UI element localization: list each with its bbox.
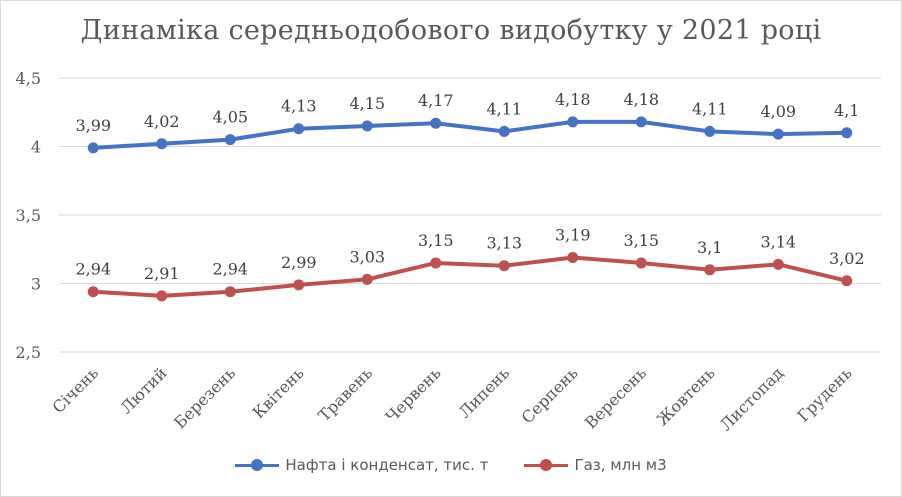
x-tick-label: Січень	[48, 363, 102, 417]
data-label: 3,19	[555, 225, 591, 244]
data-label: 2,91	[144, 264, 180, 283]
data-label: 4,13	[281, 97, 317, 116]
data-point	[293, 279, 305, 291]
data-label: 4,18	[623, 90, 659, 109]
data-point	[156, 138, 168, 150]
data-point	[224, 286, 236, 298]
x-tick-label: Березень	[170, 363, 239, 432]
data-label: 3,99	[75, 116, 111, 135]
series-line	[91, 255, 849, 298]
chart-title: Динаміка середньодобового видобутку у 20…	[80, 15, 822, 46]
data-point	[704, 125, 716, 137]
legend-label-oil: Нафта і конденсат, тис. т	[285, 456, 489, 474]
data-label: 4,1	[834, 101, 859, 120]
x-tick-label: Квітень	[249, 363, 308, 422]
legend-marker-oil	[235, 458, 280, 472]
data-point	[772, 258, 784, 270]
data-point	[293, 123, 305, 135]
data-label: 4,02	[144, 112, 180, 131]
y-tick-label: 3	[31, 275, 41, 294]
series-line	[91, 119, 849, 150]
x-tick-label: Червень	[382, 363, 445, 426]
data-point	[430, 257, 442, 269]
data-label: 4,05	[212, 108, 248, 127]
legend-label-gas: Газ, млн м3	[574, 456, 667, 474]
x-tick-label: Липень	[455, 363, 514, 422]
x-tick-label: Листопад	[716, 363, 787, 434]
legend-item-gas: Газ, млн м3	[524, 456, 667, 474]
data-label: 4,09	[760, 102, 796, 121]
data-point	[156, 290, 168, 302]
y-tick-label: 4,5	[16, 69, 41, 88]
y-tick-label: 2,5	[16, 343, 41, 362]
data-point	[841, 275, 853, 287]
data-label: 4,18	[555, 90, 591, 109]
x-tick-label: Лютий	[117, 363, 171, 417]
data-point	[361, 120, 373, 132]
data-point	[224, 134, 236, 146]
data-label: 3,13	[486, 234, 522, 253]
data-point	[498, 125, 510, 137]
data-point	[430, 117, 442, 129]
x-tick-label: Грудень	[793, 363, 855, 425]
x-tick-label: Травень	[314, 363, 376, 425]
data-point	[87, 142, 99, 154]
x-tick-label: Серпень	[518, 363, 582, 427]
data-point	[87, 286, 99, 298]
data-label: 4,11	[692, 99, 728, 118]
y-tick-label: 3,5	[16, 206, 41, 225]
data-point	[704, 264, 716, 276]
legend-item-oil: Нафта і конденсат, тис. т	[235, 456, 488, 474]
data-point	[567, 116, 579, 128]
data-label: 3,02	[829, 249, 865, 268]
data-point	[841, 127, 853, 139]
x-tick-label: Вересень	[581, 363, 650, 432]
data-point	[635, 116, 647, 128]
data-label: 2,94	[75, 260, 111, 279]
data-label: 3,15	[623, 231, 659, 250]
data-point	[772, 128, 784, 140]
data-label: 3,15	[418, 231, 454, 250]
data-label: 2,99	[281, 253, 317, 272]
legend-marker-gas	[524, 458, 569, 472]
data-point	[498, 260, 510, 272]
data-label: 4,15	[349, 94, 385, 113]
data-label: 2,94	[212, 260, 248, 279]
data-label: 4,17	[418, 91, 454, 110]
y-tick-label: 4	[31, 138, 41, 157]
data-label: 4,11	[486, 99, 522, 118]
legend: Нафта і конденсат, тис. т Газ, млн м3	[1, 456, 901, 474]
data-label: 3,14	[760, 232, 796, 251]
x-tick-label: Жовтень	[653, 363, 719, 429]
data-point	[361, 273, 373, 285]
data-label: 3,03	[349, 247, 385, 266]
data-point	[635, 257, 647, 269]
data-point	[567, 251, 579, 263]
data-label: 3,1	[697, 238, 722, 257]
